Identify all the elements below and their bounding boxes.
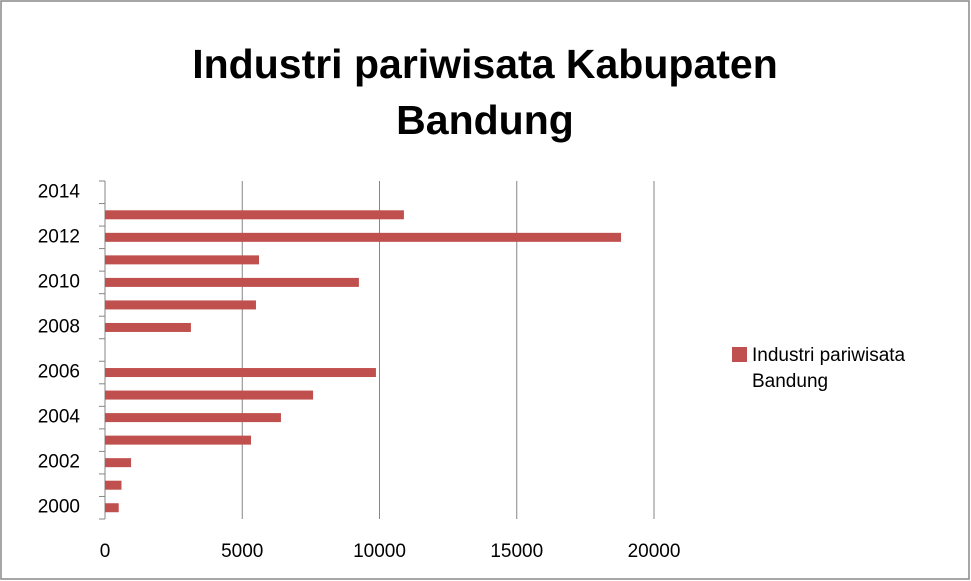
x-tick-label: 0	[100, 541, 111, 562]
y-tick-label: 2008	[38, 316, 80, 337]
bar	[105, 503, 119, 513]
bar	[105, 435, 252, 445]
y-tick-label: 2000	[38, 497, 80, 518]
y-tick-label: 2004	[38, 407, 81, 428]
chart-title: Industri pariwisata Kabupaten Bandung	[192, 41, 778, 143]
bar	[105, 480, 122, 490]
bar	[105, 368, 376, 378]
x-tick-label: 15000	[490, 541, 543, 562]
bar	[105, 390, 314, 400]
bar	[105, 277, 359, 287]
y-tick-label: 2010	[38, 271, 80, 292]
legend: Industri pariwisata Bandung	[732, 343, 962, 395]
bar	[105, 300, 256, 310]
x-tick-label: 20000	[628, 541, 681, 562]
bar	[105, 413, 281, 423]
x-tick-label: 10000	[353, 541, 406, 562]
bar	[105, 255, 259, 265]
y-tick-label: 2002	[38, 452, 80, 473]
y-tick-label: 2006	[38, 362, 80, 383]
legend-swatch	[732, 347, 747, 362]
bar	[105, 322, 191, 332]
bar	[105, 458, 132, 468]
x-tick-label: 5000	[221, 541, 263, 562]
bar	[105, 210, 404, 220]
legend-label: Industri pariwisata Bandung	[752, 345, 906, 392]
y-tick-label: 2012	[38, 226, 80, 247]
bar	[105, 232, 622, 242]
y-tick-label: 2014	[38, 181, 81, 202]
